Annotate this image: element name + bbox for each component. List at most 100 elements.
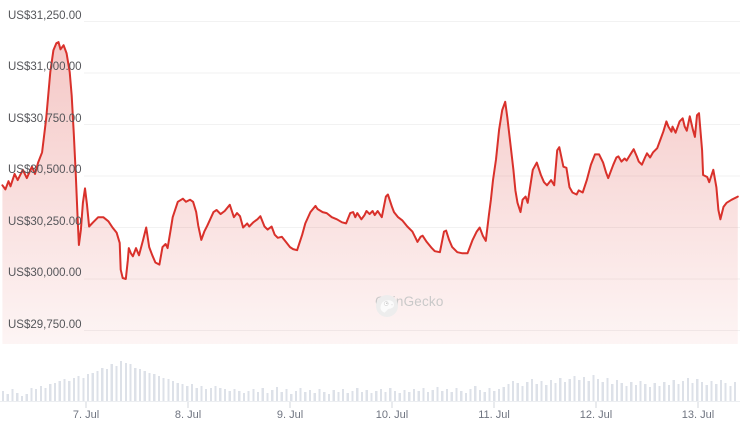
- volume-bar: [120, 361, 123, 401]
- volume-bar: [686, 377, 689, 401]
- volume-bar: [497, 389, 500, 401]
- y-axis-label: US$31,250.00: [8, 9, 82, 22]
- volume-bar: [729, 385, 732, 401]
- volume-bar: [587, 381, 590, 401]
- volume-bar: [502, 387, 505, 401]
- volume-bar: [39, 385, 42, 401]
- x-axis-label: 8. Jul: [174, 409, 202, 421]
- volume-bar: [422, 387, 425, 401]
- volume-bar: [564, 381, 567, 401]
- volume-bar: [110, 363, 113, 401]
- volume-bar: [559, 377, 562, 401]
- volume-bar: [176, 383, 179, 401]
- volume-bar: [398, 393, 401, 401]
- volume-bar: [238, 391, 241, 401]
- volume-bar: [417, 391, 420, 401]
- volume-bar: [568, 379, 571, 401]
- volume-bar: [639, 381, 642, 401]
- volume-bar: [16, 393, 19, 401]
- volume-bar: [44, 387, 47, 401]
- volume-bar: [129, 363, 132, 401]
- volume-bar: [578, 379, 581, 401]
- volume-bar: [332, 389, 335, 401]
- volume-bar: [474, 385, 477, 401]
- volume-bar: [261, 387, 264, 401]
- volume-bar: [530, 379, 534, 401]
- volume-bar: [719, 379, 722, 401]
- x-axis-label: 12. Jul: [579, 409, 613, 421]
- volume-bar: [663, 381, 666, 401]
- volume-bar: [389, 387, 392, 401]
- volume-bar: [431, 389, 434, 401]
- volume-bar: [441, 391, 444, 401]
- volume-bar: [493, 391, 496, 401]
- volume-bar: [370, 393, 373, 401]
- volume-bar: [479, 389, 482, 401]
- volume-bar: [724, 383, 727, 401]
- volume-bar: [313, 393, 316, 401]
- volume-bar: [337, 391, 340, 401]
- volume-bar: [134, 367, 137, 401]
- volume-bar: [342, 389, 345, 401]
- volume-bar: [275, 387, 279, 401]
- x-axis-label: 10. Jul: [375, 409, 409, 421]
- volume-bar: [469, 389, 472, 401]
- y-axis-label: US$30,500.00: [8, 164, 82, 176]
- volume-bar: [68, 381, 71, 401]
- volume-bar: [280, 391, 283, 401]
- volume-bar: [96, 371, 99, 401]
- volume-bar: [582, 377, 586, 401]
- volume-bar: [521, 385, 524, 401]
- volume-bar: [290, 393, 293, 401]
- volume-bar: [20, 395, 24, 401]
- volume-bar: [554, 383, 557, 401]
- volume-bar: [606, 377, 609, 401]
- volume-bar: [346, 393, 349, 401]
- volume-bar: [549, 379, 552, 401]
- volume-bar: [408, 391, 411, 401]
- volume-bar: [516, 383, 519, 401]
- volume-bar: [512, 381, 515, 401]
- volume-bar: [91, 373, 94, 401]
- volume-bar: [200, 385, 203, 401]
- volume-bar: [77, 375, 80, 401]
- volume-bar: [63, 379, 66, 401]
- volume-bar: [318, 389, 321, 401]
- volume-bar: [6, 393, 9, 401]
- volume-bar: [153, 373, 156, 401]
- volume-bar: [351, 391, 354, 401]
- volume-bar: [247, 391, 250, 401]
- volume-bar: [186, 385, 189, 401]
- volume-bar: [252, 389, 255, 401]
- volume-bar: [72, 377, 75, 401]
- volume-bar: [148, 373, 151, 401]
- volume-bar: [299, 387, 302, 401]
- volume-bar: [403, 389, 406, 401]
- volume-bar: [11, 389, 14, 401]
- volume-bar: [271, 389, 274, 401]
- price-line: [1, 41, 739, 280]
- volume-bar: [172, 381, 175, 401]
- volume-bar: [644, 383, 647, 401]
- volume-bar: [601, 381, 604, 401]
- volume-bar: [25, 393, 28, 401]
- volume-bar: [233, 389, 236, 401]
- volume-bar: [327, 393, 330, 401]
- volume-bar: [58, 381, 61, 401]
- volume-bar: [460, 391, 463, 401]
- volume-bar: [734, 381, 737, 401]
- volume-bar: [667, 385, 671, 401]
- volume-bar: [488, 387, 491, 401]
- volume-bar: [101, 367, 104, 401]
- volume-bar: [427, 391, 430, 401]
- y-axis-label: US$30,250.00: [8, 215, 82, 228]
- volume-bar: [360, 391, 364, 401]
- coingecko-watermark[interactable]: CoinGecko: [375, 294, 444, 317]
- volume-bar: [356, 387, 359, 401]
- volume-bar: [696, 379, 699, 401]
- volume-bar: [285, 389, 288, 401]
- volume-bar: [691, 383, 694, 401]
- volume-bar: [266, 393, 269, 401]
